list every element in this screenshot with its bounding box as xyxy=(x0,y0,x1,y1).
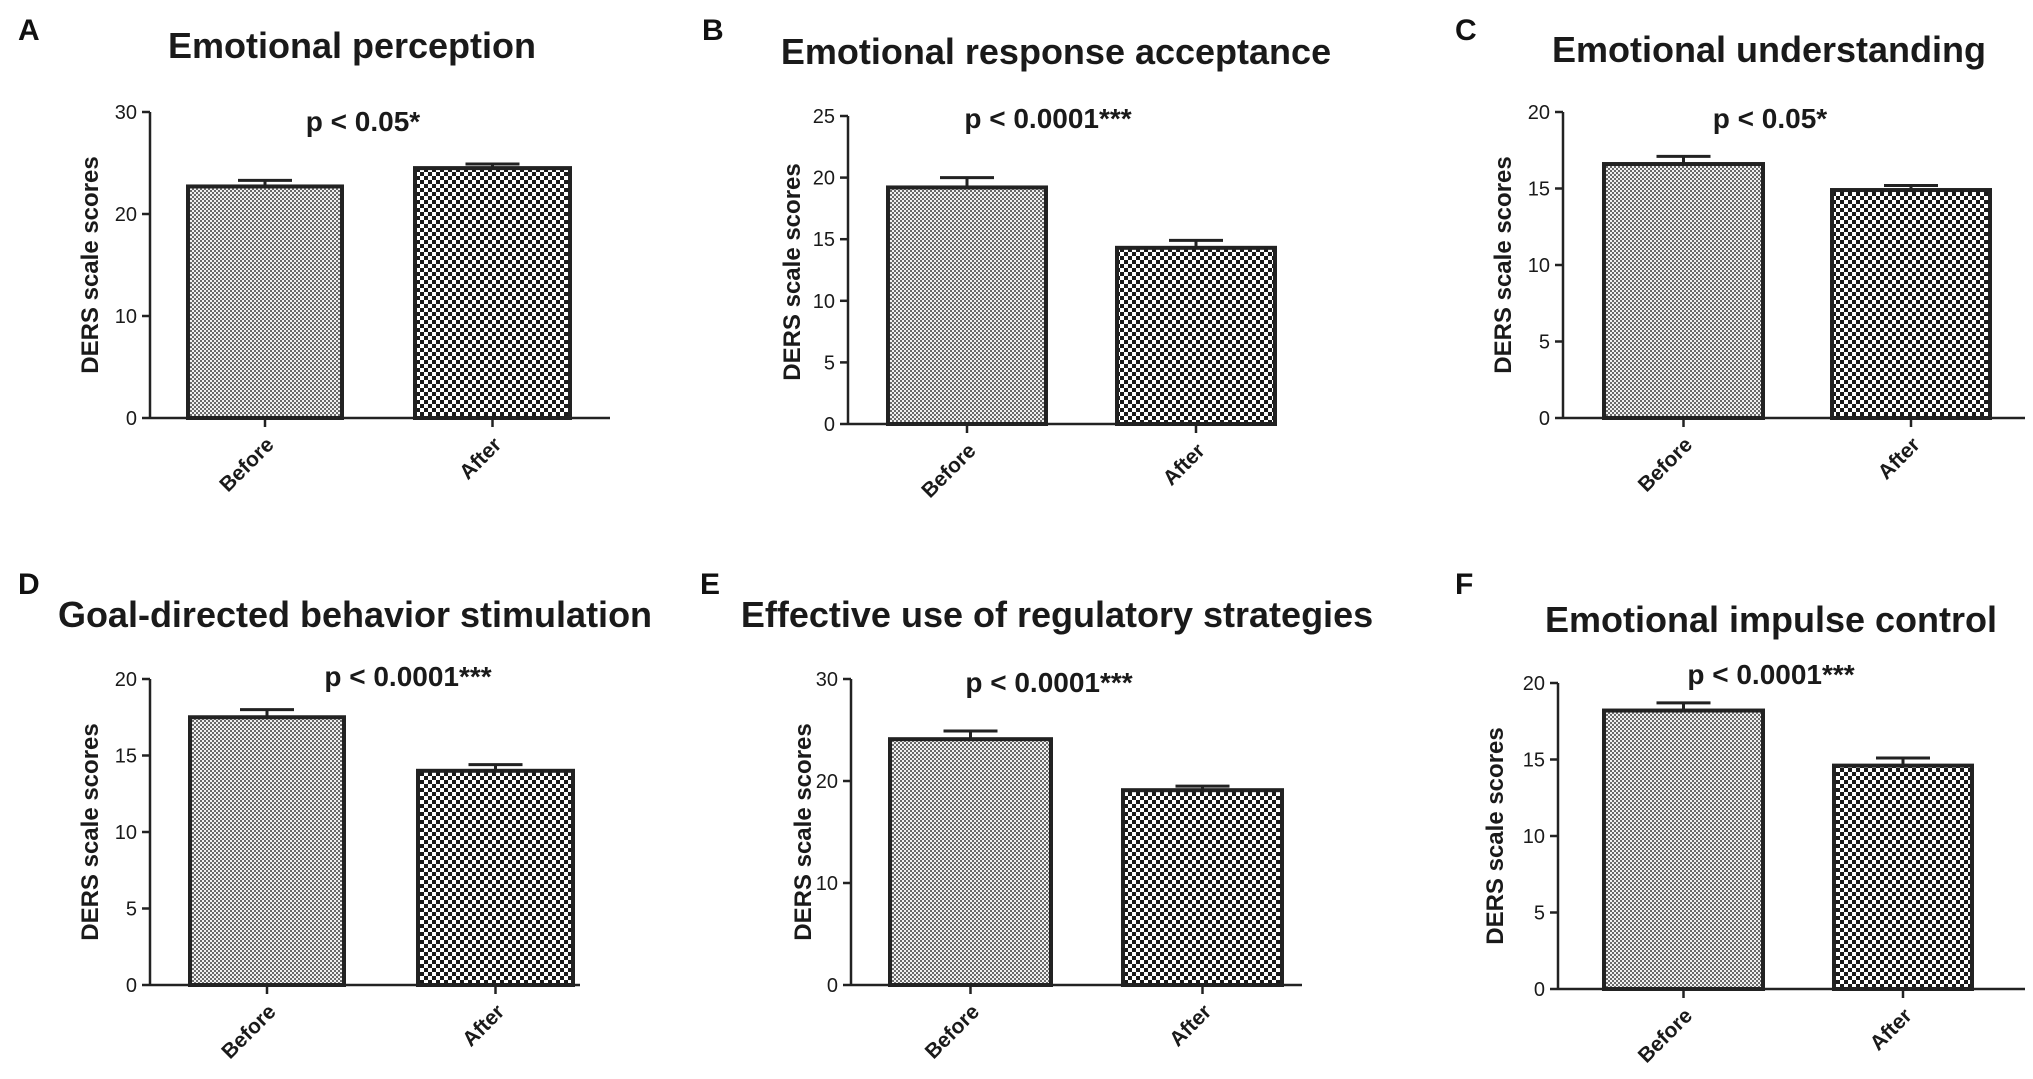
y-tick-label: 10 xyxy=(813,291,835,313)
x-category-label: After xyxy=(1159,439,1210,490)
y-tick-label: 0 xyxy=(827,975,838,997)
bar-before xyxy=(888,737,1053,987)
chart-title: Emotional response acceptance xyxy=(781,31,1331,72)
chart-panel-f: F Emotional impulse control DERS scale sco… xyxy=(1455,568,2025,1068)
y-tick-label: 20 xyxy=(1528,102,1550,124)
chart-title: Goal-directed behavior stimulation xyxy=(58,594,652,635)
panel-letter: D xyxy=(18,568,40,601)
chart-panel-b: B Emotional response acceptance DERS scale… xyxy=(702,14,1331,503)
chart-title: Emotional understanding xyxy=(1552,29,1986,70)
chart-title: Effective use of regulatory strategies xyxy=(741,594,1373,635)
x-category-label: Before xyxy=(215,433,278,496)
chart-panel-e: E Effective use of regulatory strategies D… xyxy=(700,568,1373,1064)
y-tick-label: 10 xyxy=(816,873,838,895)
panel-letter: F xyxy=(1455,568,1473,601)
x-category-label: After xyxy=(1874,433,1925,484)
bar-after xyxy=(1830,188,1992,420)
bar-before xyxy=(886,185,1048,426)
x-category-label: After xyxy=(458,1000,509,1051)
y-tick-label: 30 xyxy=(816,669,838,691)
p-value-annotation: p < 0.05* xyxy=(306,106,421,137)
bar-after xyxy=(416,768,575,987)
y-tick-label: 0 xyxy=(1534,979,1545,1001)
x-category-label: After xyxy=(1866,1004,1917,1055)
p-value-annotation: p < 0.0001*** xyxy=(324,661,491,692)
bar-before xyxy=(1602,708,1765,991)
y-axis-label: DERS scale scores xyxy=(790,723,817,940)
y-tick-label: 10 xyxy=(115,822,137,844)
bar-after xyxy=(1115,245,1277,426)
x-category-label: Before xyxy=(1634,433,1697,496)
bar-before xyxy=(1602,162,1765,420)
p-value-annotation: p < 0.05* xyxy=(1713,103,1828,134)
panel-letter: A xyxy=(18,14,40,47)
y-axis-label: DERS scale scores xyxy=(779,163,806,380)
y-tick-label: 15 xyxy=(813,229,835,251)
y-tick-label: 25 xyxy=(813,106,835,128)
x-category-label: Before xyxy=(917,439,980,502)
y-axis-label: DERS scale scores xyxy=(1482,727,1509,944)
y-tick-label: 20 xyxy=(1523,673,1545,695)
chart-panel-d: D Goal-directed behavior stimulation DERS … xyxy=(18,568,652,1064)
y-tick-label: 5 xyxy=(1539,332,1550,354)
y-tick-label: 0 xyxy=(126,975,137,997)
y-tick-label: 0 xyxy=(1539,408,1550,430)
x-category-label: Before xyxy=(921,1000,984,1063)
panel-letter: B xyxy=(702,14,724,47)
bar-after xyxy=(413,166,572,420)
bar-before xyxy=(188,715,346,987)
panels: A Emotional perception DERS scale scores 0 1… xyxy=(18,14,2025,1068)
bar-before xyxy=(186,184,344,420)
p-value-annotation: p < 0.0001*** xyxy=(964,103,1131,134)
y-tick-label: 20 xyxy=(813,168,835,190)
y-tick-label: 10 xyxy=(1523,826,1545,848)
y-tick-label: 30 xyxy=(115,102,137,124)
p-value-annotation: p < 0.0001*** xyxy=(965,667,1132,698)
y-tick-label: 15 xyxy=(1523,750,1545,772)
y-tick-label: 15 xyxy=(115,746,137,768)
chart-title: Emotional impulse control xyxy=(1545,599,1997,640)
x-category-label: Before xyxy=(1634,1004,1697,1067)
y-tick-label: 5 xyxy=(126,899,137,921)
panel-letter: C xyxy=(1455,14,1477,47)
y-tick-label: 15 xyxy=(1528,179,1550,201)
bar-after xyxy=(1832,763,1974,991)
y-axis-label: DERS scale scores xyxy=(77,723,104,940)
y-tick-label: 20 xyxy=(816,771,838,793)
y-tick-label: 10 xyxy=(115,306,137,328)
chart-panel-c: C Emotional understanding DERS scale score… xyxy=(1455,14,2025,497)
x-category-label: After xyxy=(455,433,506,484)
y-tick-label: 5 xyxy=(824,352,835,374)
chart-title: Emotional perception xyxy=(168,25,536,66)
p-value-annotation: p < 0.0001*** xyxy=(1687,659,1854,690)
y-axis-label: DERS scale scores xyxy=(77,156,104,373)
bar-after xyxy=(1121,788,1284,987)
x-category-label: After xyxy=(1165,1000,1216,1051)
y-tick-label: 20 xyxy=(115,204,137,226)
y-axis-label: DERS scale scores xyxy=(1490,156,1517,373)
chart-panel-a: A Emotional perception DERS scale scores 0 1… xyxy=(18,14,610,497)
y-tick-label: 0 xyxy=(824,414,835,436)
y-tick-label: 10 xyxy=(1528,255,1550,277)
y-tick-label: 0 xyxy=(126,408,137,430)
y-tick-label: 20 xyxy=(115,669,137,691)
x-category-label: Before xyxy=(217,1000,280,1063)
panel-letter: E xyxy=(700,568,720,601)
y-tick-label: 5 xyxy=(1534,903,1545,925)
